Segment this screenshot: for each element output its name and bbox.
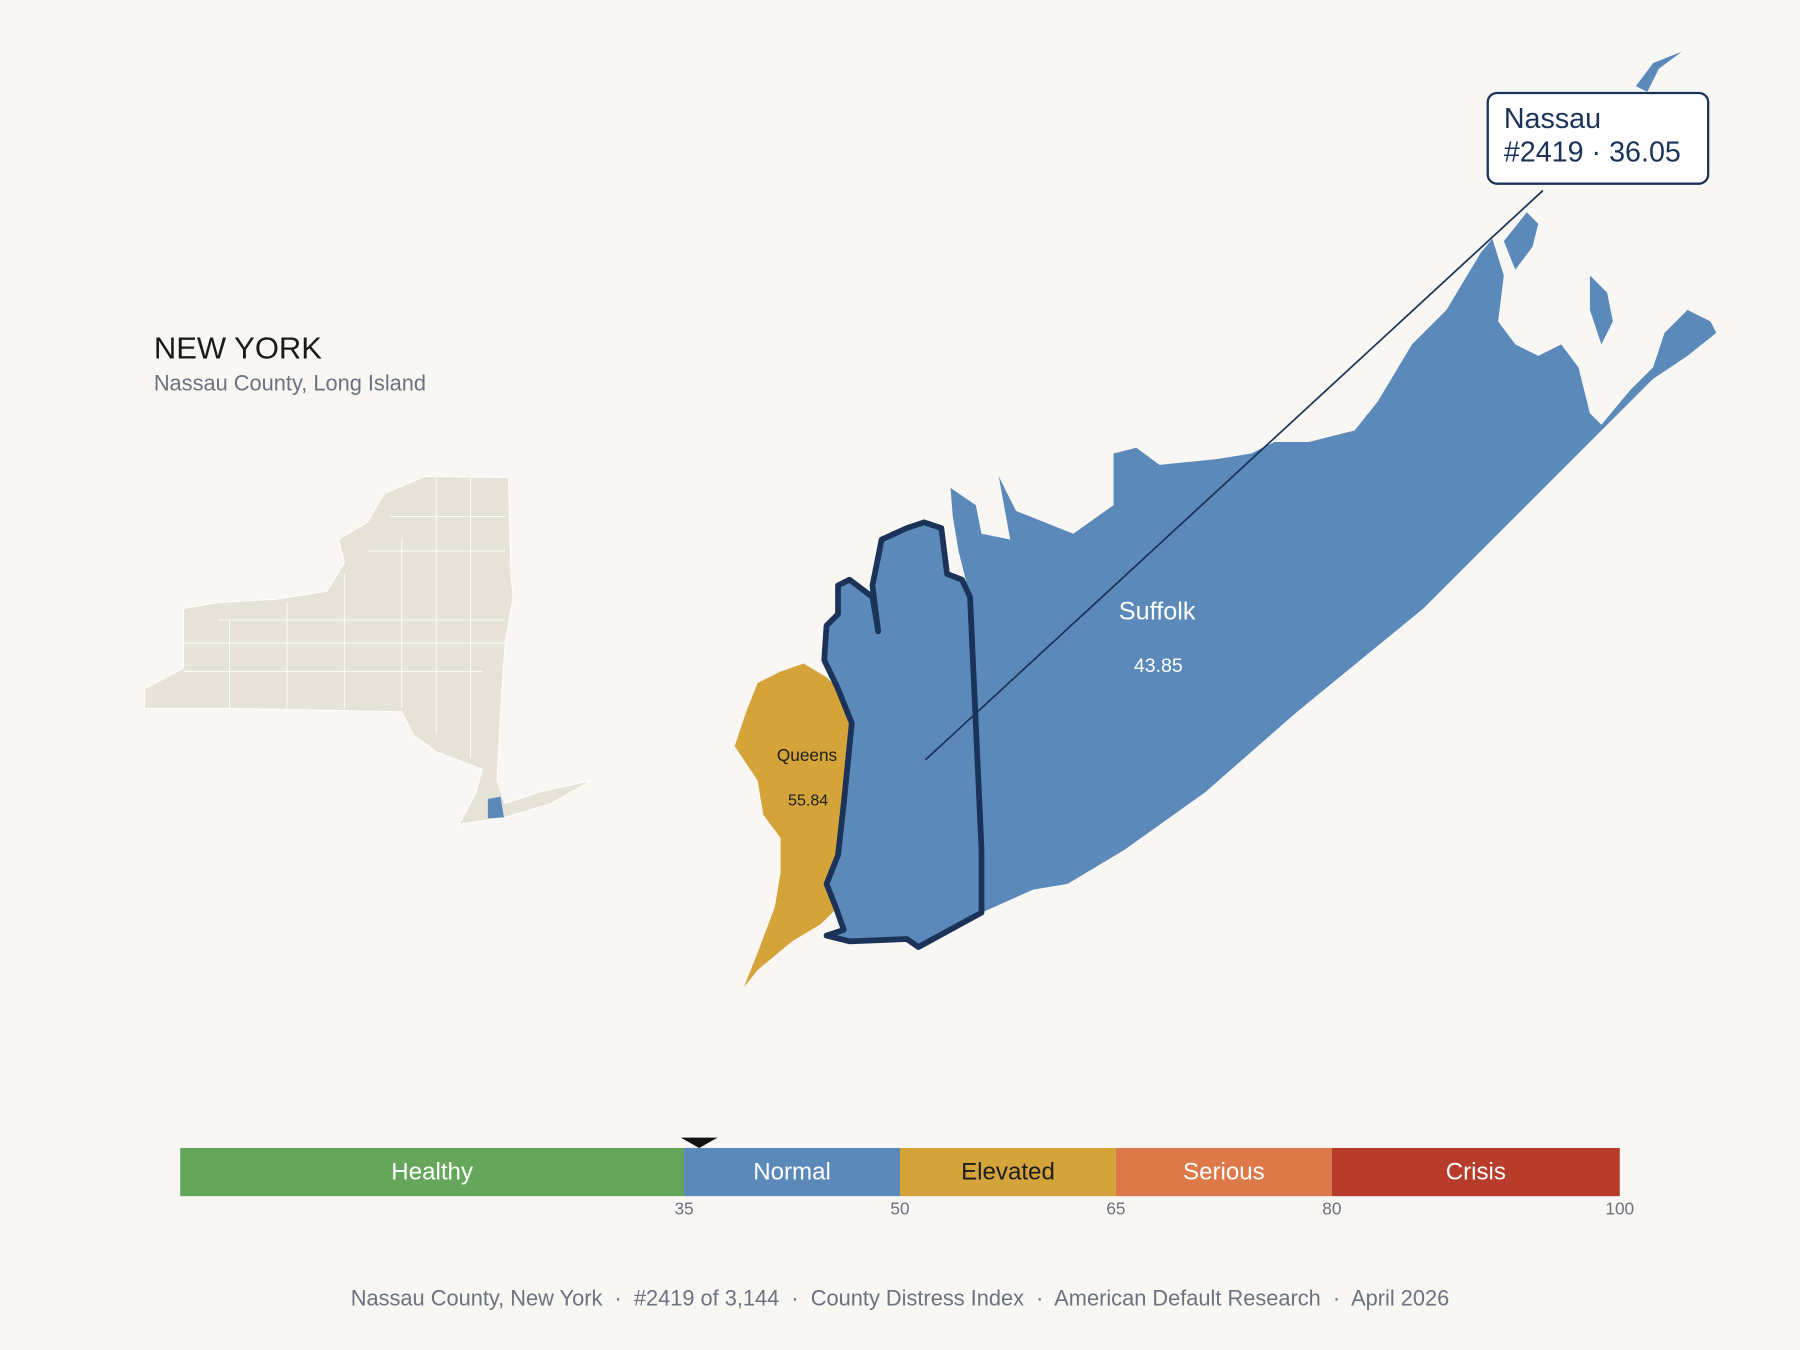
distress-scale: Healthy Normal Elevated Serious Crisis 35 50 65… <box>180 1137 1634 1218</box>
state-shape <box>144 475 592 825</box>
selected-county <box>821 519 985 950</box>
tooltip-box <box>1486 91 1710 185</box>
county-shape <box>950 51 1717 913</box>
county-map: Queens 55.84 Suffolk 43.85 <box>734 51 1717 988</box>
county-shape <box>734 663 852 988</box>
subtitle: Nassau County, Long Island <box>154 370 426 395</box>
band-label: Crisis <box>1446 1159 1506 1186</box>
nassau-inset <box>487 796 504 819</box>
leader-line <box>924 189 1544 761</box>
county-borders <box>183 477 506 758</box>
tooltip-detail: #2419 · 36.05 <box>1504 136 1681 168</box>
scale-band <box>900 1147 1116 1197</box>
county-name: Queens <box>777 745 837 765</box>
footer: Nassau County, New York · #2419 of 3,144… <box>351 1285 1449 1310</box>
scale-band <box>684 1147 900 1197</box>
tick-label: 100 <box>1605 1198 1634 1218</box>
county-value: 55.84 <box>788 792 828 810</box>
scale-band <box>1331 1147 1620 1197</box>
title: NEW YORK <box>154 330 322 365</box>
band-label: Elevated <box>961 1159 1055 1186</box>
band-label: Serious <box>1183 1159 1265 1186</box>
band-label: Healthy <box>391 1159 473 1186</box>
tick-label: 80 <box>1322 1198 1341 1218</box>
county-value: 43.85 <box>1134 655 1183 677</box>
scale-band <box>1115 1147 1332 1197</box>
score-pointer <box>680 1137 718 1148</box>
tooltip-name: Nassau <box>1504 103 1601 135</box>
scale-band <box>180 1147 685 1197</box>
state-inset <box>144 475 592 825</box>
tick-label: 65 <box>1106 1198 1125 1218</box>
band-label: Normal <box>753 1159 831 1186</box>
tick-label: 50 <box>890 1198 909 1218</box>
tick-label: 35 <box>674 1198 693 1218</box>
county-name: Suffolk <box>1119 598 1196 626</box>
